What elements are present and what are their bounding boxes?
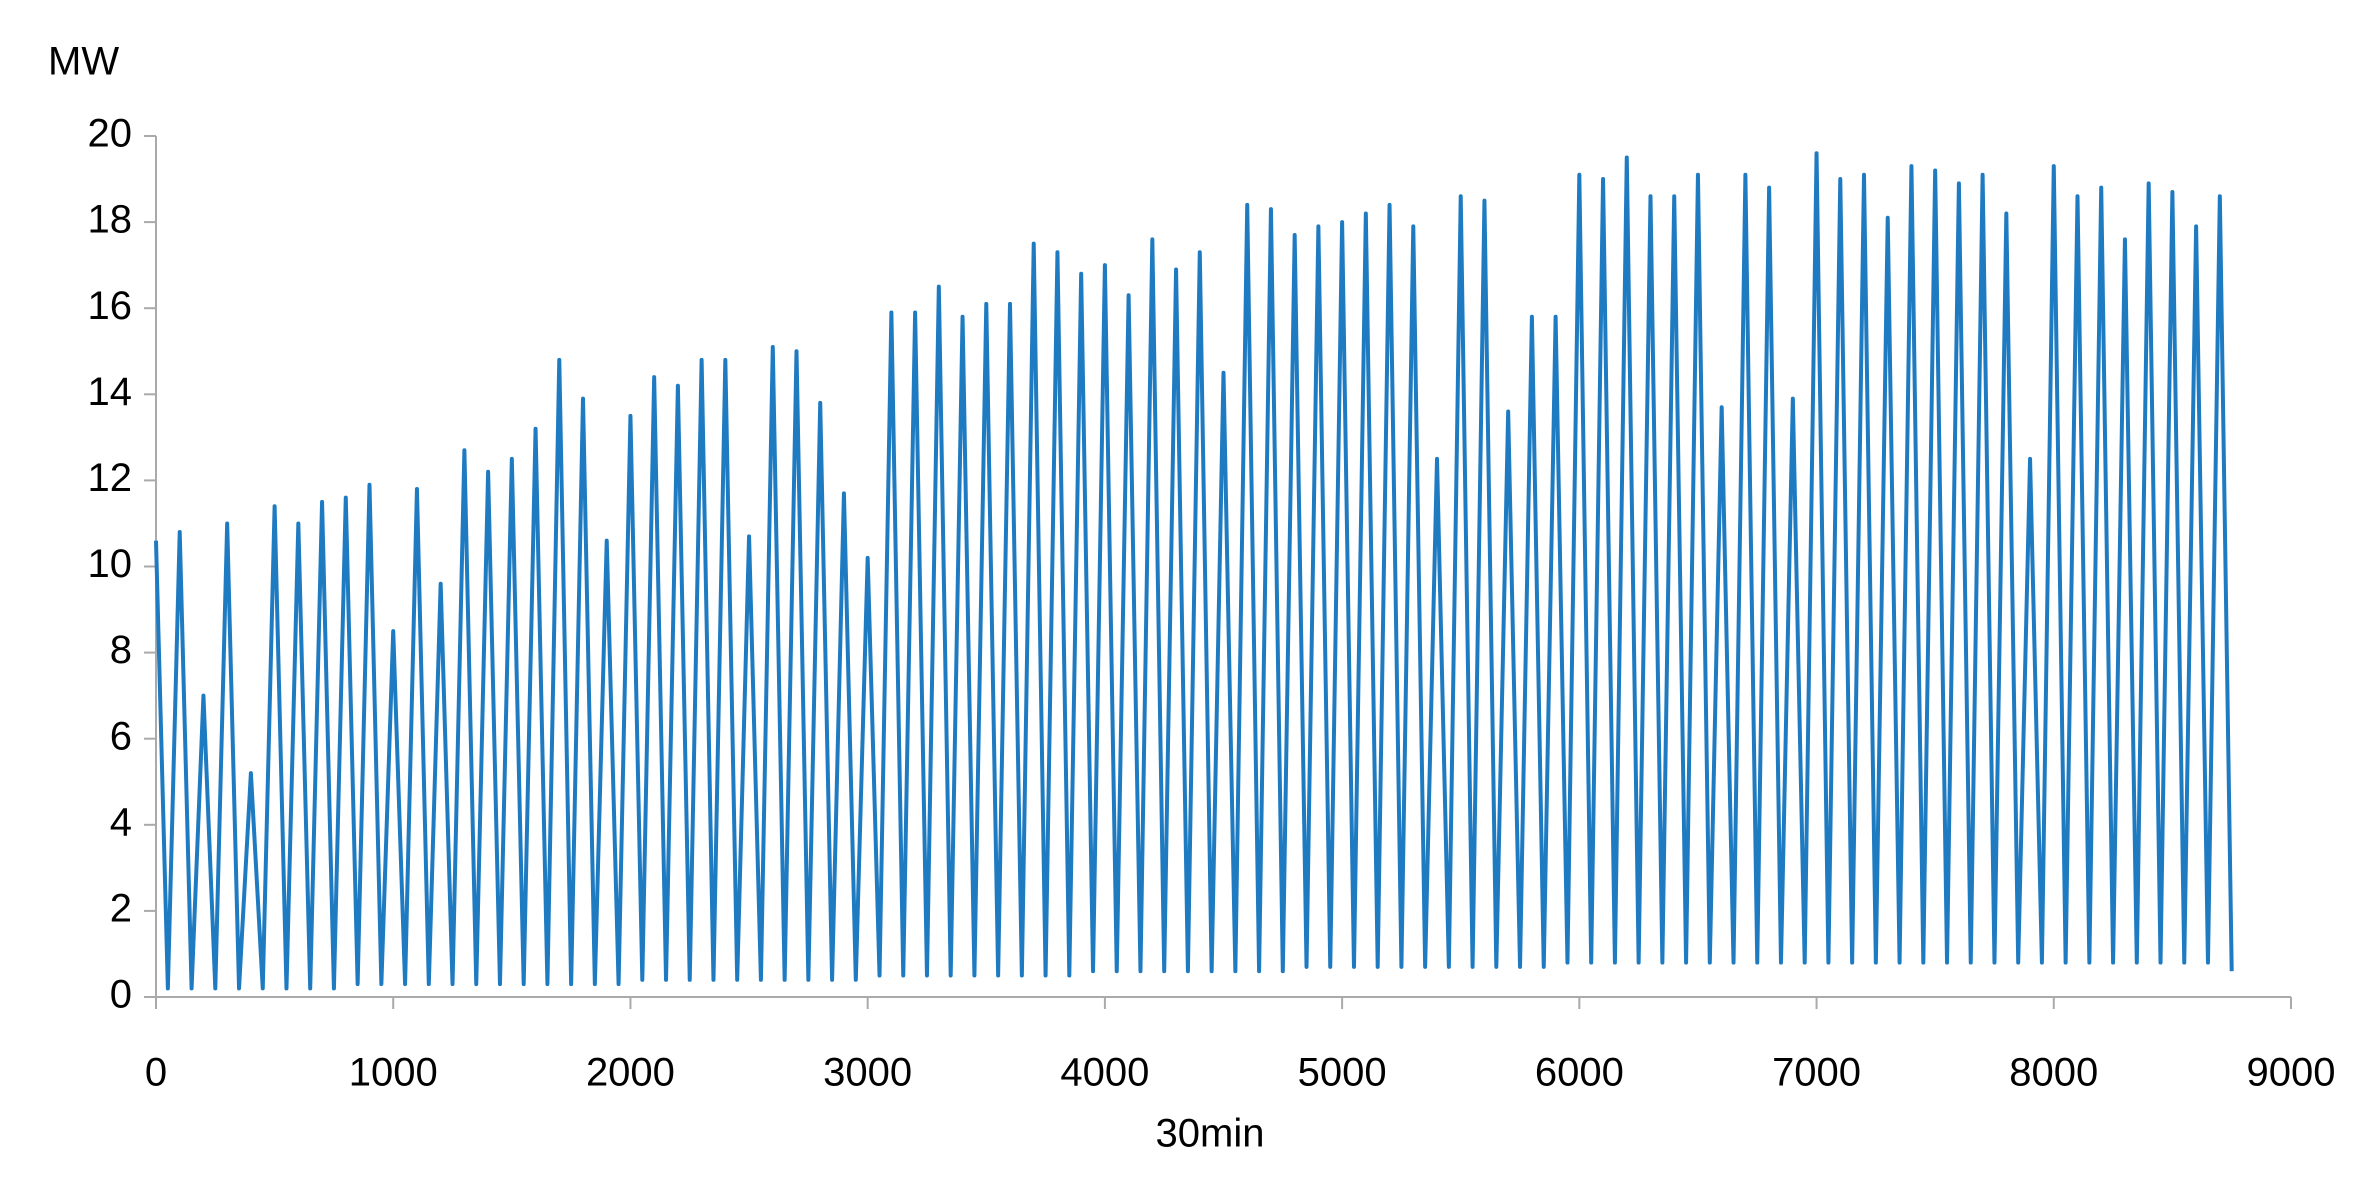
y-tick-label: 14 [88, 370, 133, 414]
y-tick-label: 20 [88, 112, 133, 156]
x-tick-label: 5000 [1298, 1051, 1387, 1095]
x-tick-label: 0 [145, 1051, 167, 1095]
x-tick-label: 1000 [349, 1051, 438, 1095]
x-tick-label: 3000 [823, 1051, 912, 1095]
x-axis-label: 30min [1156, 1112, 1265, 1156]
x-tick-label: 6000 [1535, 1051, 1624, 1095]
y-tick-label: 0 [110, 973, 132, 1017]
series-line [154, 151, 2234, 991]
y-tick-label: 6 [110, 714, 132, 758]
y-tick-label: 10 [88, 542, 133, 586]
x-tick-label: 2000 [586, 1051, 675, 1095]
y-axis-label: MW [48, 40, 119, 84]
x-tick-label: 9000 [2247, 1051, 2336, 1095]
x-tick-label: 7000 [1772, 1051, 1861, 1095]
y-tick-label: 12 [88, 456, 133, 500]
x-tick-label: 8000 [2009, 1051, 2098, 1095]
y-tick-label: 8 [110, 628, 132, 672]
x-tick-label: 4000 [1060, 1051, 1149, 1095]
y-tick-label: 4 [110, 800, 132, 844]
y-tick-label: 18 [88, 198, 133, 242]
y-tick-label: 2 [110, 886, 132, 930]
y-tick-label: 16 [88, 284, 133, 328]
